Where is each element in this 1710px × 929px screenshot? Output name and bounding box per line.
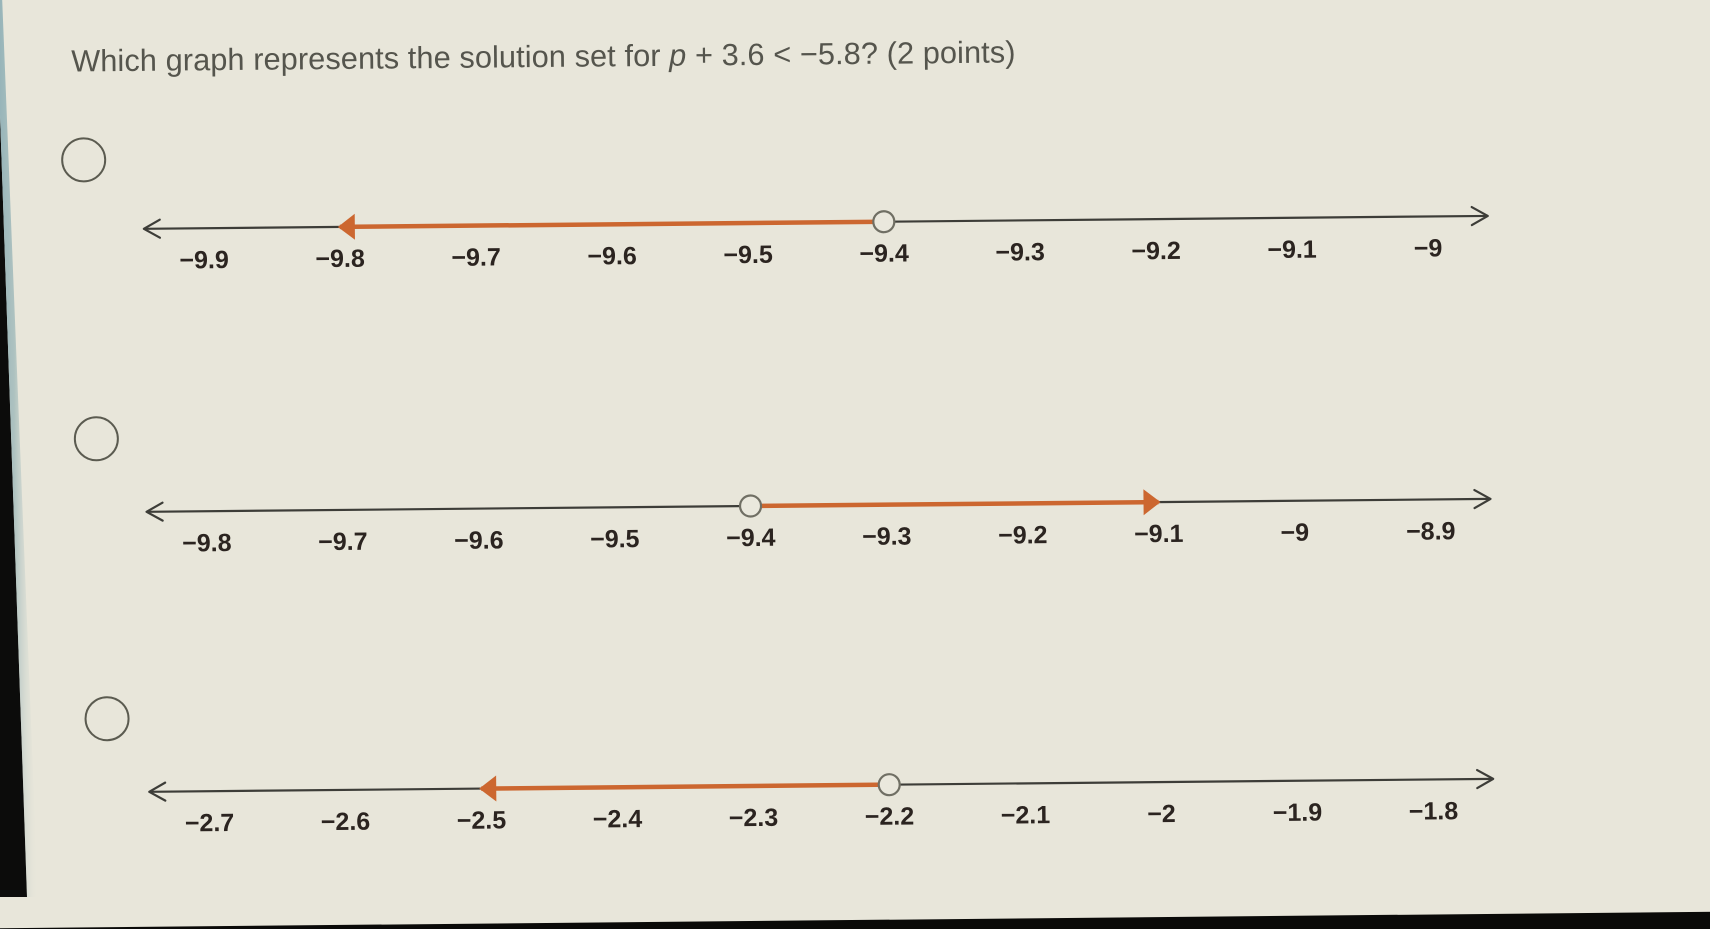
svg-text:−2.2: −2.2 xyxy=(865,802,915,830)
svg-text:−9.5: −9.5 xyxy=(723,241,773,269)
svg-text:−9.1: −9.1 xyxy=(1134,520,1184,548)
svg-text:−9.4: −9.4 xyxy=(859,239,909,267)
svg-text:−9.8: −9.8 xyxy=(182,529,232,557)
svg-text:−9.7: −9.7 xyxy=(451,243,501,271)
svg-text:−9: −9 xyxy=(1414,234,1443,262)
svg-text:−2.7: −2.7 xyxy=(185,809,235,837)
svg-text:−9.4: −9.4 xyxy=(726,524,776,552)
svg-text:−9.2: −9.2 xyxy=(1131,237,1181,265)
svg-text:−1.8: −1.8 xyxy=(1409,797,1459,825)
svg-text:−1.9: −1.9 xyxy=(1273,799,1323,827)
svg-text:−9.5: −9.5 xyxy=(590,525,640,553)
svg-text:−2.6: −2.6 xyxy=(321,808,371,836)
svg-text:−2.5: −2.5 xyxy=(457,806,507,834)
svg-text:−9.8: −9.8 xyxy=(315,245,365,273)
svg-text:−2.3: −2.3 xyxy=(729,804,779,832)
svg-text:−9: −9 xyxy=(1280,519,1309,547)
svg-text:−2: −2 xyxy=(1147,800,1176,828)
svg-text:−9.1: −9.1 xyxy=(1267,236,1317,264)
svg-text:−9.9: −9.9 xyxy=(179,246,229,274)
svg-text:−8.9: −8.9 xyxy=(1406,517,1456,545)
svg-text:−9.6: −9.6 xyxy=(587,242,637,270)
svg-text:−9.2: −9.2 xyxy=(998,521,1048,549)
svg-text:−9.7: −9.7 xyxy=(318,528,368,556)
svg-text:−2.4: −2.4 xyxy=(593,805,643,833)
svg-text:−9.3: −9.3 xyxy=(995,238,1045,266)
svg-text:−9.3: −9.3 xyxy=(862,522,912,550)
svg-text:−2.1: −2.1 xyxy=(1001,801,1051,829)
svg-text:−9.6: −9.6 xyxy=(454,526,504,554)
